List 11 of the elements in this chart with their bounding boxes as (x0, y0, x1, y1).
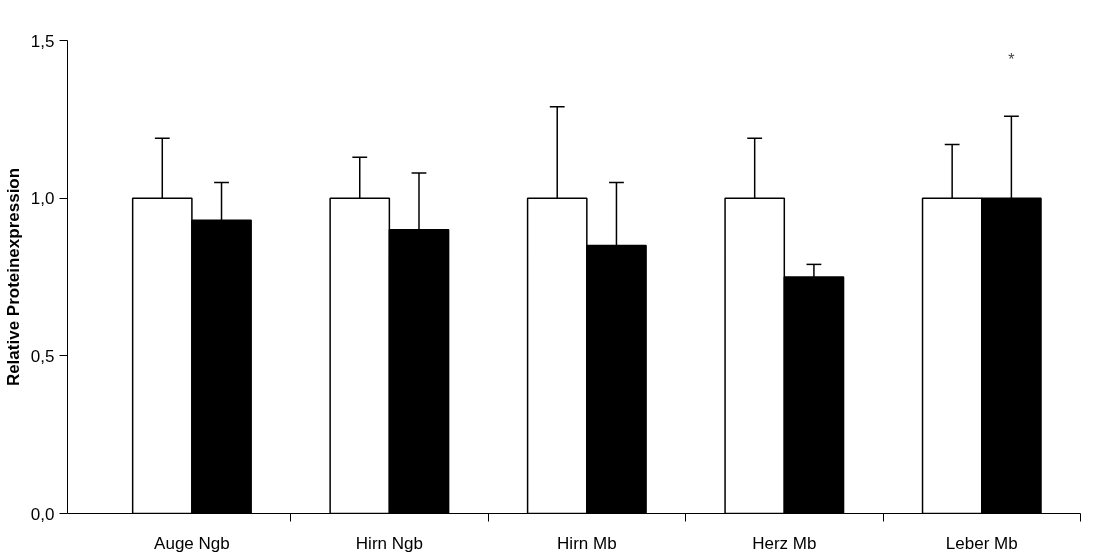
x-tick-label: Auge Ngb (154, 533, 230, 553)
x-tick-label: Leber Mb (945, 533, 1018, 553)
y-tick-label: 0,5 (30, 346, 55, 366)
y-tick-label: 1,5 (30, 31, 55, 51)
y-tick-label: 1,0 (30, 189, 55, 209)
y-axis-title: Relative Proteinexpression (3, 167, 23, 387)
y-tick-label: 0,0 (30, 504, 55, 524)
x-tick-label: Herz Mb (752, 533, 817, 553)
annotation: * (1008, 50, 1015, 68)
x-tick-label: Hirn Ngb (355, 533, 423, 553)
x-tick-label: Hirn Mb (557, 533, 617, 553)
